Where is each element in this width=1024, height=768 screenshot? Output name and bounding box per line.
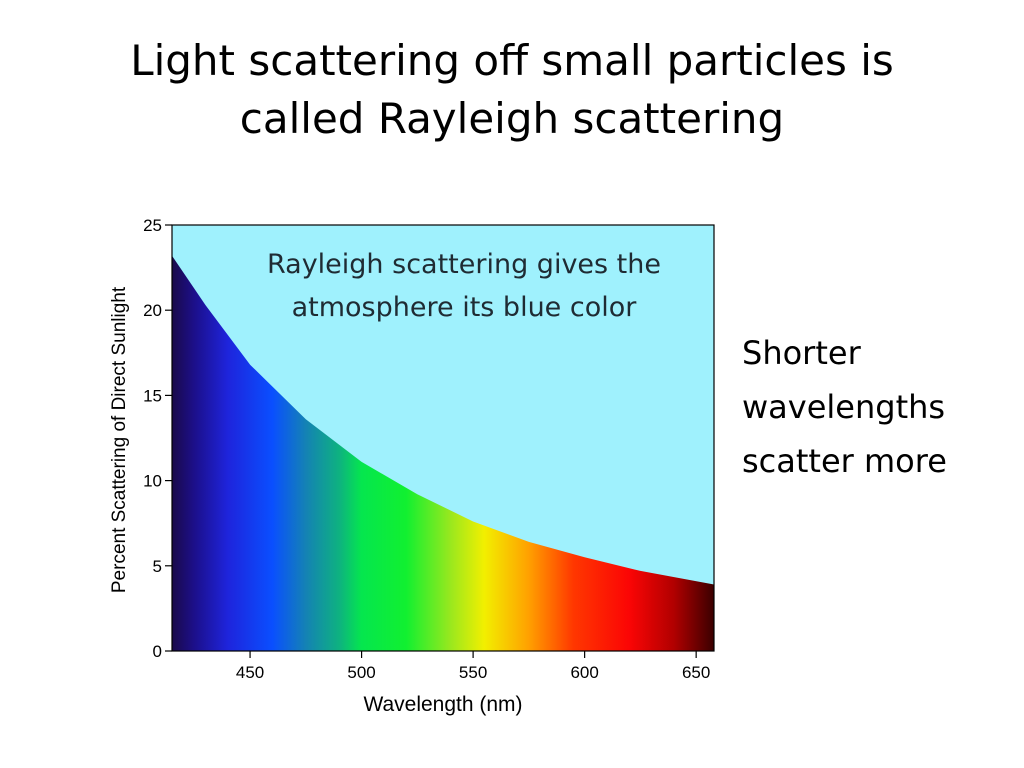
scattering-curve-area — [172, 255, 714, 651]
annotation-line-1: Rayleigh scattering gives the — [267, 249, 661, 280]
slide-title-line-1: Light scattering off small particles is — [130, 36, 894, 85]
y-tick-label: 15 — [143, 386, 162, 405]
x-tick-label: 450 — [236, 663, 264, 682]
x-axis-label: Wavelength (nm) — [363, 693, 522, 716]
y-tick-label: 10 — [143, 472, 162, 491]
y-tick-label: 5 — [153, 557, 162, 576]
rayleigh-scattering-chart: 0 5 10 15 20 25 450 500 550 600 650 Wavelength (nm)… — [109, 216, 715, 716]
y-axis-label: Percent Scattering of Direct Sunlight — [109, 286, 130, 593]
chart-labels: 0 5 10 15 20 25 450 500 550 600 650 Wavelength (nm)… — [109, 216, 710, 716]
plot-frame — [171, 224, 715, 652]
side-note-line-1: Shorter — [742, 334, 861, 372]
side-note-line-2: wavelengths — [742, 388, 946, 426]
x-tick-label: 600 — [570, 663, 598, 682]
y-tick-label: 0 — [153, 642, 162, 661]
side-note-line-3: scatter more — [742, 442, 947, 480]
y-tick-label: 25 — [143, 216, 162, 235]
plot-area — [165, 224, 715, 658]
y-tick-label: 20 — [143, 301, 162, 320]
x-tick-label: 650 — [682, 663, 710, 682]
slide-title-line-2: called Rayleigh scattering — [239, 94, 785, 143]
x-tick-label: 500 — [347, 663, 375, 682]
slide-title: Light scattering off small particles is … — [40, 32, 984, 148]
side-note: Shorter wavelengths scatter more — [742, 326, 947, 488]
annotation-line-2: atmosphere its blue color — [292, 292, 638, 323]
x-tick-label: 550 — [459, 663, 487, 682]
